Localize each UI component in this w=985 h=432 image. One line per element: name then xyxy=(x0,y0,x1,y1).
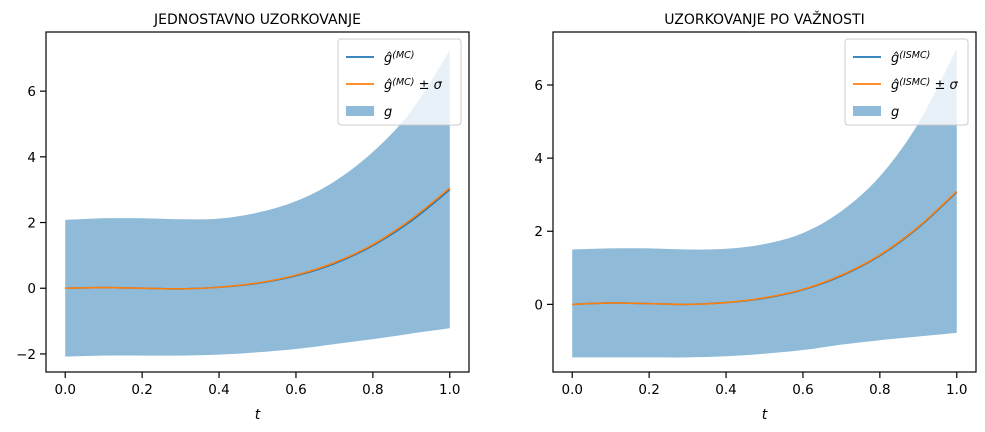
plot-area xyxy=(65,50,451,357)
x-tick-label: 0.2 xyxy=(638,382,659,398)
x-tick-label: 0.6 xyxy=(285,382,306,398)
x-tick-label: 1.0 xyxy=(439,382,460,398)
chart-title: JEDNOSTAVNO UZORKOVANJE xyxy=(153,12,361,28)
legend: ĝ(MC) ĝ(MC) ± σ g xyxy=(337,38,462,126)
x-tick-label: 0.8 xyxy=(362,382,383,398)
legend-label: ĝ(ISMC) xyxy=(891,50,930,66)
x-axis-label: t xyxy=(255,407,261,423)
line-2 xyxy=(572,190,958,306)
y-tick-label: −2 xyxy=(16,347,36,363)
x-tick-label: 0.0 xyxy=(54,382,75,398)
band-g xyxy=(572,48,957,358)
x-tick-label: 1.0 xyxy=(946,382,967,398)
legend-box xyxy=(844,38,969,126)
chart-panel-2: 0.0 0.2 0.4 0.6 0.8 1.0 0 2 4 6 UZORKOVANJE PO VAŽ… xyxy=(534,10,977,423)
chart-title: UZORKOVANJE PO VAŽNOSTI xyxy=(664,10,865,28)
legend-box xyxy=(337,38,462,126)
legend-swatch xyxy=(853,106,881,116)
x-tick-label: 0.0 xyxy=(561,382,582,398)
legend-label: ĝ(ISMC) ± σ xyxy=(891,77,959,93)
y-tick-label: 0 xyxy=(27,281,36,297)
legend: ĝ(ISMC) ĝ(ISMC) ± σ g xyxy=(844,38,969,126)
band-g xyxy=(65,50,450,357)
y-tick-label: 4 xyxy=(534,151,543,167)
axes-frame xyxy=(552,31,977,373)
legend-label: g xyxy=(384,105,392,120)
legend-swatch xyxy=(346,106,374,116)
y-tick-label: 6 xyxy=(27,84,36,100)
legend-label: ĝ(MC) xyxy=(384,50,415,66)
legend-label: g xyxy=(891,105,899,120)
x-tick-label: 0.6 xyxy=(792,382,813,398)
chart-panel-1: 0.0 0.2 0.4 0.6 0.8 1.0 −2 0 2 4 6 JEDNOSTAVNO UZOR… xyxy=(16,12,470,423)
plot-area xyxy=(572,48,958,358)
x-axis-label: t xyxy=(762,407,768,423)
x-tick-label: 0.8 xyxy=(869,382,890,398)
x-tick-label: 0.4 xyxy=(715,382,736,398)
y-tick-label: 6 xyxy=(534,78,543,94)
axes-frame xyxy=(45,31,470,373)
x-tick-label: 0.4 xyxy=(208,382,229,398)
x-tick-label: 0.2 xyxy=(131,382,152,398)
line-2 xyxy=(65,187,451,290)
legend-label: ĝ(MC) ± σ xyxy=(384,77,443,93)
y-tick-label: 2 xyxy=(27,216,36,232)
y-tick-label: 2 xyxy=(534,224,543,240)
y-tick-label: 0 xyxy=(534,297,543,313)
y-tick-label: 4 xyxy=(27,150,36,166)
